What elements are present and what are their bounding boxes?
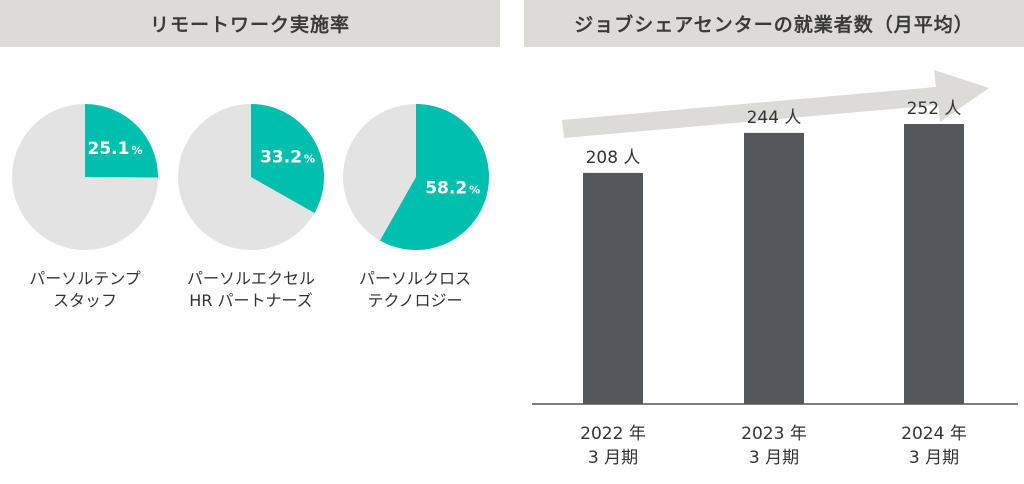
bar-3-1 [744,132,804,404]
pie-label-cross-tech: パーソルクロス テクノロジー [330,268,500,312]
x-tick-label-line: 2023 年 [741,424,807,444]
pie-value-label-cross-tech: 58.2% [425,179,480,199]
pie-label-temp-staff: パーソルテンプ スタッフ [0,268,170,312]
pie-slice-temp-staff [85,104,159,178]
bar-data-label: 244 人 [747,108,802,128]
x-tick-label-2024: 2024 年 3 月期 [874,422,994,470]
pie-slice-excel-hr [251,104,324,213]
pie-label-excel-hr: パーソルエクセル HR パートナーズ [166,268,336,312]
x-tick-label-2023: 2023 年 3 月期 [714,422,834,470]
pie-label-line: パーソルクロス [358,269,471,288]
pie-value-label-excel-hr: 33.2% [260,148,315,168]
x-tick-label-line: 3 月期 [908,448,960,468]
x-tick-label-line: 3 月期 [748,448,800,468]
job-share-header: ジョブシェアセンターの就業者数（月平均） [524,0,1024,47]
remote-work-pie-charts: 25.1% 33.2 % 58.2% [12,104,490,250]
bar-data-label: 208 人 [586,148,641,168]
pie-label-line: スタッフ [52,291,117,310]
pie-label-line: HR パートナーズ [189,291,313,310]
remote-work-title: リモートワーク実施率 [149,14,350,36]
pie-value-label-temp-staff: 25.1% [88,139,143,159]
pie-label-line: パーソルエクセル [186,269,315,288]
remote-work-header: リモートワーク実施率 [0,0,500,47]
pie-label-line: テクノロジー [367,291,463,310]
job-share-bar-chart: 208 人 244 人 252 人 [532,70,1018,405]
bar-data-label: 252 人 [907,99,962,119]
x-tick-label-2022: 2022 年 3 月期 [553,422,673,470]
bar-3-2 [904,124,964,404]
growth-arrow [562,70,989,138]
job-share-title: ジョブシェアセンターの就業者数（月平均） [574,14,974,36]
x-tick-label-line: 2024 年 [901,424,967,444]
x-tick-label-line: 2022 年 [580,424,646,444]
x-tick-label-line: 3 月期 [587,448,639,468]
pie-label-line: パーソルテンプ [29,269,141,288]
bar-3-0 [583,172,643,404]
pie-slice-cross-tech [380,104,490,250]
